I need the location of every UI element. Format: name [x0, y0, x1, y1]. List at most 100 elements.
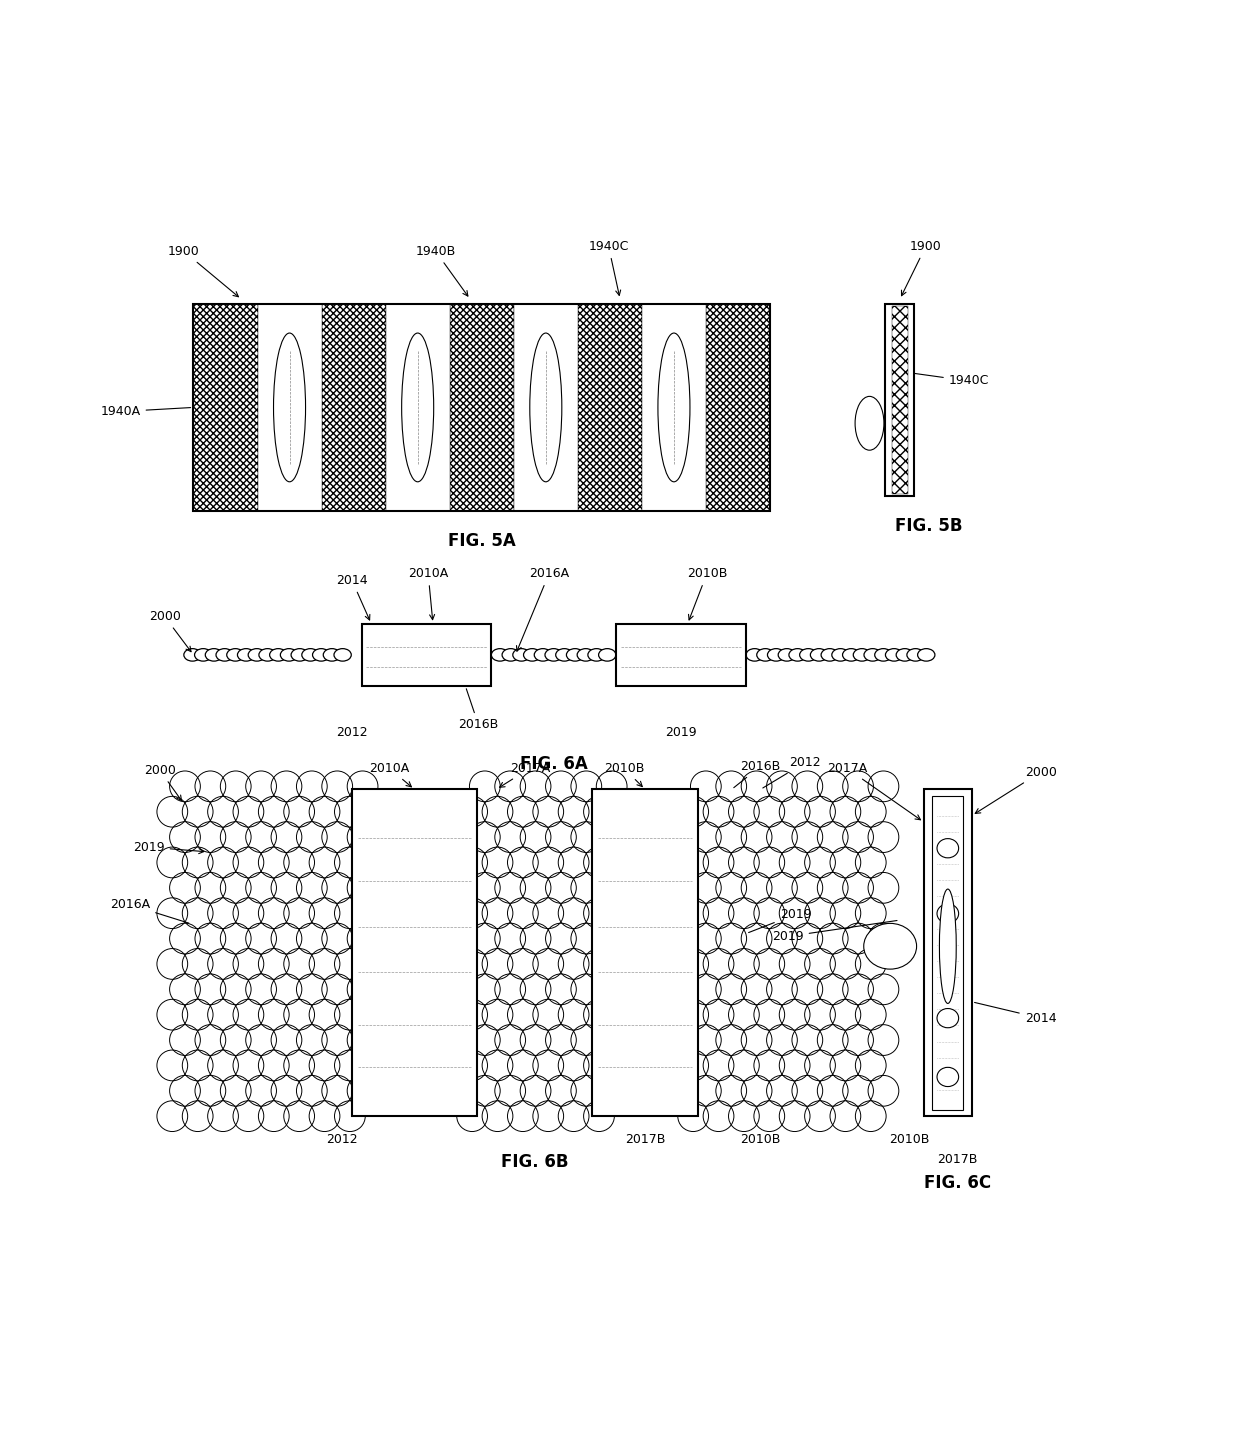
Text: 1900: 1900 — [167, 245, 238, 297]
Text: 2019: 2019 — [666, 726, 697, 739]
Bar — [321, 305, 386, 511]
Ellipse shape — [301, 649, 319, 661]
Bar — [924, 789, 972, 1117]
Ellipse shape — [599, 649, 616, 661]
Ellipse shape — [746, 649, 764, 661]
Ellipse shape — [937, 838, 959, 858]
Text: 2019: 2019 — [749, 908, 811, 932]
Ellipse shape — [324, 649, 341, 661]
Text: FIG. 6A: FIG. 6A — [520, 755, 588, 774]
Ellipse shape — [291, 649, 309, 661]
Ellipse shape — [937, 1008, 959, 1028]
Ellipse shape — [567, 649, 584, 661]
Ellipse shape — [544, 649, 562, 661]
Ellipse shape — [269, 649, 286, 661]
Ellipse shape — [842, 649, 859, 661]
Text: 2016A: 2016A — [110, 898, 188, 924]
Text: FIG. 6C: FIG. 6C — [924, 1174, 991, 1191]
Text: 2010B: 2010B — [889, 1134, 930, 1147]
Text: 2010B: 2010B — [740, 1134, 781, 1147]
Ellipse shape — [906, 649, 924, 661]
Text: 2017A: 2017A — [500, 762, 549, 788]
Text: 2010B: 2010B — [687, 568, 727, 619]
Ellipse shape — [529, 333, 562, 482]
Ellipse shape — [779, 649, 796, 661]
Text: FIG. 6B: FIG. 6B — [501, 1153, 568, 1171]
Bar — [885, 305, 914, 496]
Text: 2016A: 2016A — [517, 568, 569, 651]
Text: 2017B: 2017B — [937, 1153, 977, 1165]
Bar — [578, 305, 642, 511]
Ellipse shape — [402, 333, 434, 482]
Bar — [706, 305, 770, 511]
Text: 2017A: 2017A — [827, 762, 920, 819]
Ellipse shape — [864, 649, 882, 661]
Ellipse shape — [756, 649, 774, 661]
Ellipse shape — [800, 649, 817, 661]
Ellipse shape — [523, 649, 541, 661]
Bar — [362, 623, 491, 686]
Bar — [642, 305, 706, 511]
Ellipse shape — [502, 649, 520, 661]
Ellipse shape — [811, 649, 827, 661]
Text: 2000: 2000 — [144, 764, 181, 801]
Bar — [513, 305, 578, 511]
Ellipse shape — [832, 649, 849, 661]
Ellipse shape — [274, 333, 305, 482]
Text: 1940B: 1940B — [415, 245, 467, 296]
Bar — [352, 789, 477, 1117]
Ellipse shape — [874, 649, 892, 661]
Ellipse shape — [195, 649, 212, 661]
Ellipse shape — [312, 649, 330, 661]
Ellipse shape — [534, 649, 552, 661]
Text: 2014: 2014 — [975, 1002, 1056, 1025]
Bar — [386, 305, 450, 511]
Bar — [450, 305, 513, 511]
Text: 1940A: 1940A — [100, 405, 191, 418]
Ellipse shape — [248, 649, 265, 661]
Text: 2012: 2012 — [763, 756, 821, 788]
Ellipse shape — [227, 649, 244, 661]
Text: 2017B: 2017B — [625, 1134, 666, 1147]
Ellipse shape — [334, 649, 351, 661]
Ellipse shape — [864, 924, 916, 970]
Ellipse shape — [821, 649, 838, 661]
Text: 2019: 2019 — [133, 841, 203, 854]
Ellipse shape — [280, 649, 298, 661]
Text: 2016B: 2016B — [734, 759, 780, 788]
Text: FIG. 5A: FIG. 5A — [448, 532, 516, 551]
Ellipse shape — [940, 889, 956, 1004]
Bar — [932, 797, 963, 1110]
Ellipse shape — [658, 333, 689, 482]
Ellipse shape — [206, 649, 222, 661]
Ellipse shape — [237, 649, 254, 661]
Ellipse shape — [588, 649, 605, 661]
Ellipse shape — [216, 649, 233, 661]
Bar — [892, 306, 908, 495]
Ellipse shape — [853, 649, 870, 661]
Ellipse shape — [937, 904, 959, 924]
Text: 2000: 2000 — [975, 765, 1056, 814]
Ellipse shape — [897, 649, 914, 661]
Ellipse shape — [885, 649, 903, 661]
Text: FIG. 5B: FIG. 5B — [895, 518, 962, 535]
Text: 2012: 2012 — [336, 726, 368, 739]
Ellipse shape — [184, 649, 201, 661]
Bar — [258, 305, 321, 511]
Ellipse shape — [768, 649, 785, 661]
Text: 1940C: 1940C — [903, 372, 990, 388]
Text: 2014: 2014 — [336, 573, 370, 621]
Ellipse shape — [259, 649, 277, 661]
Ellipse shape — [856, 396, 884, 450]
Text: 2016B: 2016B — [459, 689, 498, 731]
Ellipse shape — [491, 649, 508, 661]
Ellipse shape — [556, 649, 573, 661]
Text: 2000: 2000 — [149, 611, 191, 652]
Bar — [593, 789, 698, 1117]
Text: 2012: 2012 — [326, 1134, 358, 1147]
Text: 2010B: 2010B — [604, 762, 644, 787]
Ellipse shape — [513, 649, 529, 661]
Ellipse shape — [789, 649, 806, 661]
Text: 1900: 1900 — [901, 240, 941, 296]
Text: 1940C: 1940C — [589, 240, 629, 296]
